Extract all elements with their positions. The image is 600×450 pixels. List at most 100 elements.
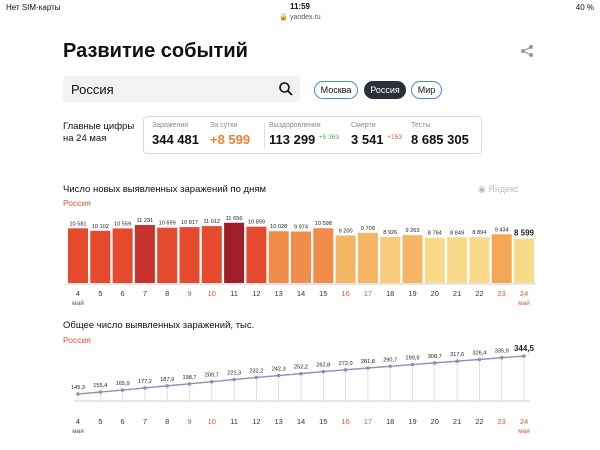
bar-value-label: 11 656 bbox=[226, 216, 243, 222]
x-tick-label: 8 bbox=[165, 289, 169, 298]
data-point bbox=[76, 392, 80, 396]
x-tick-label: 18 bbox=[386, 417, 394, 426]
bar bbox=[357, 232, 378, 283]
point-value-label: 165,9 bbox=[116, 381, 130, 387]
bar-value-label: 9 974 bbox=[294, 224, 308, 230]
bar bbox=[68, 228, 88, 283]
bar-value-label: 10 581 bbox=[69, 221, 86, 227]
x-tick-label: 11 bbox=[230, 289, 238, 298]
stat-label: Выздоровления bbox=[269, 122, 321, 129]
bar-value-label: 10 817 bbox=[181, 220, 198, 226]
stat-recoveries: Выздоровления 113 299 +5 363 bbox=[269, 122, 339, 147]
x-tick-label: 10 bbox=[208, 417, 216, 426]
chart-title-total: Общее число выявленных заражений, тыс. bbox=[63, 320, 255, 331]
bar bbox=[424, 237, 445, 283]
x-tick-label: 21 bbox=[453, 417, 461, 426]
bar bbox=[112, 228, 133, 283]
region-pill-russia[interactable]: Россия bbox=[364, 81, 406, 99]
data-point bbox=[321, 369, 326, 374]
x-tick-label: 24 bbox=[520, 289, 528, 298]
url-text: yandex.ru bbox=[289, 14, 321, 21]
stat-deaths: Смерти 3 541 +153 bbox=[351, 122, 402, 147]
bar bbox=[335, 235, 356, 283]
bar bbox=[246, 226, 267, 283]
data-point bbox=[187, 382, 192, 386]
bar bbox=[268, 231, 289, 283]
x-month-label: май bbox=[518, 299, 530, 305]
x-tick-label: 17 bbox=[364, 417, 372, 426]
point-value-label: 326,4 bbox=[472, 350, 486, 356]
status-bar: Нет SIM-карты 11:59 40 % bbox=[0, 0, 600, 14]
x-tick-label: 11 bbox=[230, 417, 238, 426]
data-point bbox=[343, 368, 348, 372]
x-tick-label: 24 bbox=[520, 417, 528, 426]
stat-label: Тесты bbox=[411, 122, 431, 129]
x-tick-label: 5 bbox=[98, 417, 102, 426]
point-value-label: 209,7 bbox=[205, 373, 219, 379]
point-value-label: 281,8 bbox=[361, 359, 375, 365]
x-tick-label: 6 bbox=[121, 417, 125, 426]
share-icon[interactable] bbox=[520, 44, 534, 58]
bar-value-label: 9 263 bbox=[406, 228, 420, 234]
data-point bbox=[388, 364, 393, 369]
x-tick-label: 15 bbox=[319, 417, 327, 426]
bar bbox=[179, 227, 200, 283]
stat-label: За сутки bbox=[210, 122, 238, 129]
x-month-label: май bbox=[72, 299, 84, 305]
stat-value: +8 599 bbox=[210, 132, 251, 147]
bar-value-label: 9 709 bbox=[361, 226, 375, 232]
data-point bbox=[254, 375, 259, 380]
x-tick-label: 6 bbox=[121, 289, 125, 298]
x-tick-label: 7 bbox=[143, 289, 147, 298]
data-point bbox=[433, 361, 437, 365]
point-value-label: 317,6 bbox=[450, 352, 464, 358]
bar-value-label: 8 894 bbox=[472, 230, 486, 236]
battery-label: 40 % bbox=[575, 3, 594, 12]
bar-value-label: 11 012 bbox=[203, 219, 220, 225]
stat-value: 3 541 bbox=[351, 132, 384, 147]
address-bar[interactable]: 🔒 yandex.ru bbox=[0, 13, 600, 21]
data-point bbox=[522, 354, 526, 358]
bar bbox=[157, 227, 178, 283]
x-tick-label: 4 bbox=[76, 417, 80, 426]
search-icon[interactable] bbox=[278, 81, 294, 97]
bar bbox=[380, 236, 401, 283]
x-tick-label: 19 bbox=[408, 417, 416, 426]
region-pill-world[interactable]: Мир bbox=[411, 81, 442, 99]
region-search-input[interactable]: Россия bbox=[63, 76, 300, 102]
x-month-label: мая bbox=[72, 428, 84, 435]
clock: 11:59 bbox=[289, 2, 311, 11]
x-tick-label: 10 bbox=[208, 289, 216, 298]
x-tick-label: 7 bbox=[143, 417, 147, 426]
x-tick-label: 23 bbox=[498, 289, 506, 298]
chart-subtitle-daily: Россия bbox=[63, 198, 91, 208]
bar-value-label: 10 598 bbox=[315, 221, 332, 227]
point-value-label: 308,7 bbox=[428, 354, 442, 360]
headline-stats-card: Заражения 344 481 За сутки +8 599 Выздор… bbox=[143, 116, 482, 154]
bar bbox=[201, 226, 222, 283]
x-tick-label: 8 bbox=[165, 417, 169, 426]
bar bbox=[402, 235, 423, 283]
bar bbox=[313, 228, 334, 283]
bar-value-label: 11 231 bbox=[137, 218, 154, 224]
yandex-logo: ◉ Яндекс bbox=[478, 184, 519, 195]
data-point bbox=[276, 373, 281, 378]
x-tick-label: 9 bbox=[187, 417, 191, 426]
stat-value: 8 685 305 bbox=[411, 132, 469, 147]
stat-value-row: 113 299 +5 363 bbox=[269, 132, 339, 147]
x-tick-label: 5 bbox=[98, 289, 102, 298]
region-pill-moscow[interactable]: Москва bbox=[314, 81, 358, 99]
bar bbox=[291, 231, 311, 283]
x-tick-label: 14 bbox=[297, 289, 305, 298]
bar-value-label: 10 899 bbox=[248, 220, 265, 226]
x-tick-label: 20 bbox=[431, 417, 439, 426]
search-value: Россия bbox=[71, 82, 114, 97]
stat-value-row: 3 541 +153 bbox=[351, 132, 402, 147]
data-point bbox=[499, 355, 504, 360]
stat-daily: За сутки +8 599 bbox=[210, 122, 250, 147]
data-point bbox=[143, 386, 147, 390]
bar-value-label: 10 559 bbox=[114, 221, 131, 227]
bar-value-label: 8 764 bbox=[428, 231, 442, 237]
x-tick-label: 17 bbox=[364, 289, 372, 298]
